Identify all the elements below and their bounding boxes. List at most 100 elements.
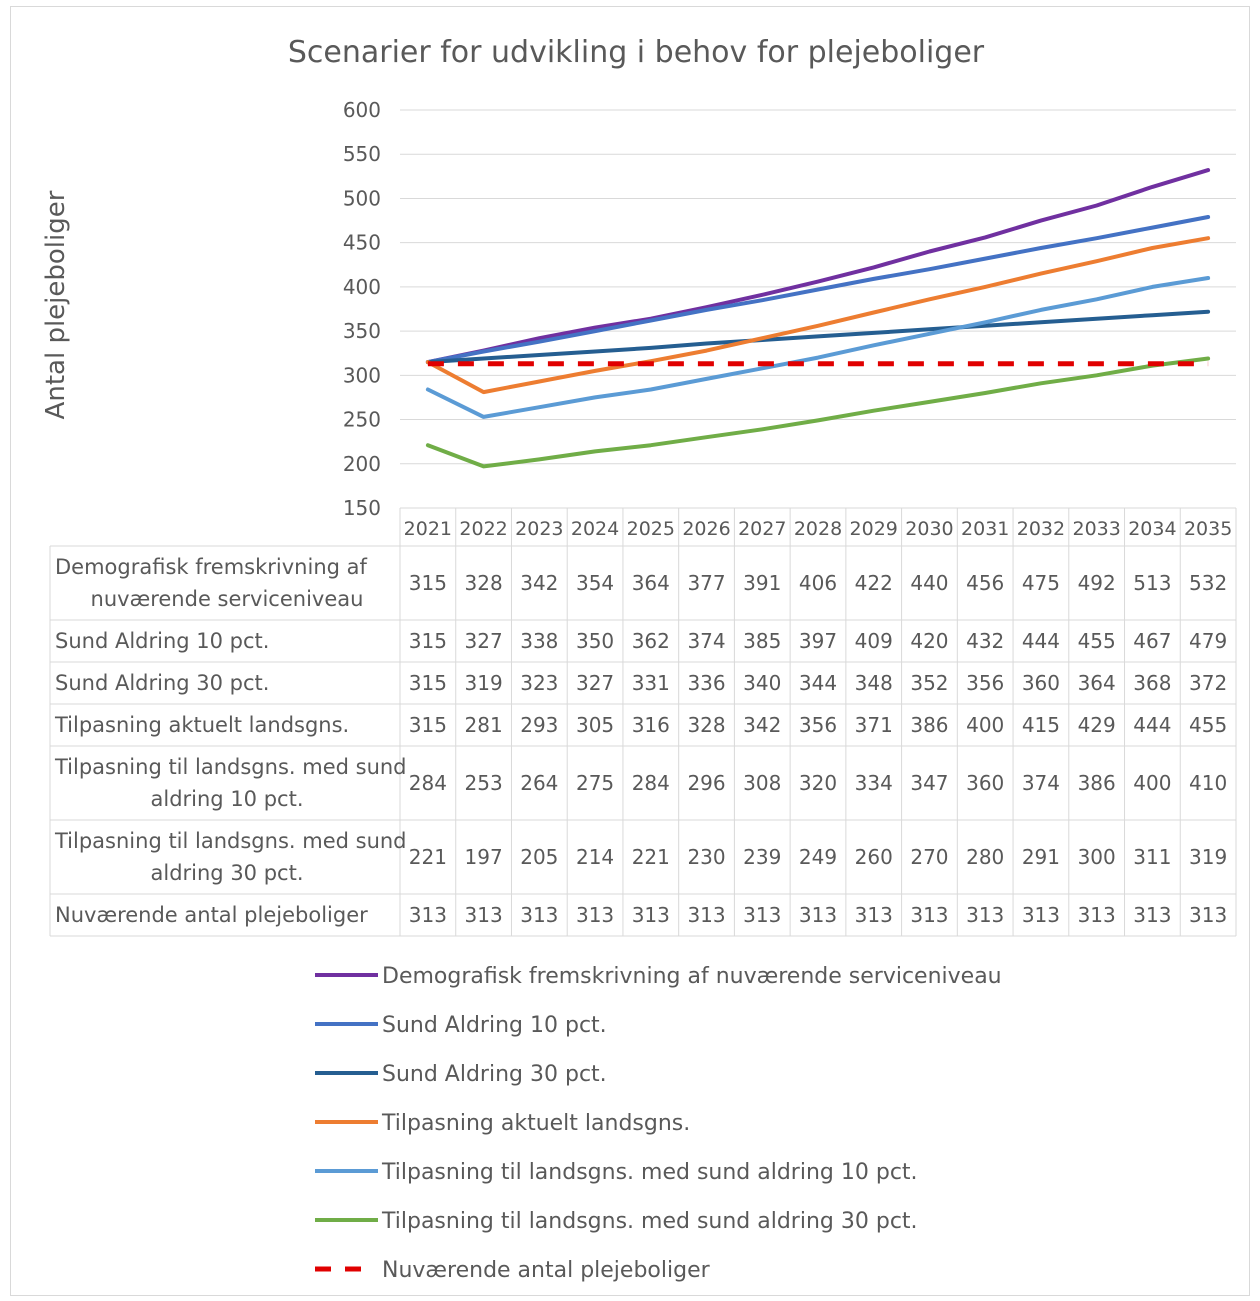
table-row-label: aldring 10 pct. [151, 787, 304, 811]
table-cell: 253 [465, 771, 503, 795]
table-cell: 327 [576, 671, 614, 695]
table-cell: 377 [687, 571, 725, 595]
data-table: 2021 2022 2023 2024 2025 2026 2027 2028 2029 2030… [49, 507, 1237, 937]
y-tick-label: 350 [343, 319, 381, 343]
table-row-label: aldring 30 pct. [151, 861, 304, 885]
table-cell: 313 [743, 903, 781, 927]
table-cell: 362 [632, 629, 670, 653]
x-tick-label: 2034 [1128, 518, 1176, 540]
table-cell: 313 [799, 903, 837, 927]
y-tick-label: 250 [343, 408, 381, 432]
table-cell: 360 [1022, 671, 1060, 695]
table-cell: 320 [799, 771, 837, 795]
legend-label: Nuværende antal plejeboliger [382, 1258, 711, 1283]
table-cell: 374 [1022, 771, 1060, 795]
legend-label: Tilpasning aktuelt landsgns. [381, 1111, 690, 1136]
table-cell: 197 [465, 845, 503, 869]
table-cell: 331 [632, 671, 670, 695]
table-row-label: Sund Aldring 30 pct. [55, 671, 269, 695]
y-tick-label: 150 [343, 496, 381, 520]
table-cell: 319 [465, 671, 503, 695]
table-cell: 313 [1078, 903, 1116, 927]
series-line-3 [425, 309, 1211, 365]
table-row-label: Tilpasning til landsgns. med sund [54, 755, 407, 779]
table-cell: 328 [465, 571, 503, 595]
x-tick-label: 2022 [459, 518, 507, 540]
series-line-6 [425, 356, 1211, 469]
legend-label: Tilpasning til landsgns. med sund aldrin… [381, 1209, 918, 1234]
table-cell: 315 [409, 571, 447, 595]
table-cell: 348 [855, 671, 893, 695]
table-cell: 440 [910, 571, 948, 595]
table-cell: 455 [1189, 713, 1227, 737]
table-cell: 420 [910, 629, 948, 653]
table-row-label: nuværende serviceniveau [91, 587, 364, 611]
series-line-2 [425, 215, 1211, 365]
table-cell: 270 [910, 845, 948, 869]
table-cell: 475 [1022, 571, 1060, 595]
table-cell: 415 [1022, 713, 1060, 737]
table-cell: 205 [520, 845, 558, 869]
x-tick-label: 2032 [1017, 518, 1065, 540]
table-cell: 467 [1133, 629, 1171, 653]
table-row-label: Demografisk fremskrivning af [55, 555, 368, 579]
x-tick-label: 2035 [1184, 518, 1232, 540]
table-cell: 230 [687, 845, 725, 869]
table-cell: 305 [576, 713, 614, 737]
table-cell: 221 [632, 845, 670, 869]
table-cell: 316 [632, 713, 670, 737]
legend-label: Tilpasning til landsgns. med sund aldrin… [381, 1160, 918, 1185]
table-cell: 313 [966, 903, 1004, 927]
x-tick-label: 2025 [627, 518, 675, 540]
table-cell: 334 [855, 771, 893, 795]
table-cell: 280 [966, 845, 1004, 869]
table-cell: 291 [1022, 845, 1060, 869]
table-cell: 385 [743, 629, 781, 653]
table-cell: 264 [520, 771, 558, 795]
table-cell: 221 [409, 845, 447, 869]
table-cell: 313 [1189, 903, 1227, 927]
table-cell: 400 [1133, 771, 1171, 795]
table-cell: 293 [520, 713, 558, 737]
series-line-4 [425, 236, 1211, 395]
table-cell: 386 [1078, 771, 1116, 795]
table-cell: 260 [855, 845, 893, 869]
table-cell: 352 [910, 671, 948, 695]
chart-title: Scenarier for udvikling i behov for plej… [288, 35, 985, 70]
y-tick-label: 600 [343, 98, 381, 122]
table-cell: 410 [1189, 771, 1227, 795]
table-cell: 371 [855, 713, 893, 737]
table-cell: 313 [855, 903, 893, 927]
table-cell: 364 [632, 571, 670, 595]
table-cell: 315 [409, 629, 447, 653]
table-cell: 342 [743, 713, 781, 737]
table-cell: 340 [743, 671, 781, 695]
y-tick-label: 500 [343, 186, 381, 210]
table-cell: 372 [1189, 671, 1227, 695]
table-cell: 356 [966, 671, 1004, 695]
table-cell: 313 [465, 903, 503, 927]
table-cell: 300 [1078, 845, 1116, 869]
table-cell: 313 [1133, 903, 1171, 927]
table-cell: 356 [799, 713, 837, 737]
table-cell: 328 [687, 713, 725, 737]
table-cell: 444 [1133, 713, 1171, 737]
x-tick-label: 2026 [682, 518, 730, 540]
table-cell: 409 [855, 629, 893, 653]
gridlines [400, 109, 1236, 465]
x-tick-label: 2023 [515, 518, 563, 540]
table-cell: 360 [966, 771, 1004, 795]
x-tick-label: 2029 [850, 518, 898, 540]
table-cell: 342 [520, 571, 558, 595]
table-cell: 338 [520, 629, 558, 653]
table-cell: 249 [799, 845, 837, 869]
table-cell: 432 [966, 629, 1004, 653]
x-tick-label: 2021 [404, 518, 452, 540]
table-cell: 313 [409, 903, 447, 927]
y-tick-label: 550 [343, 142, 381, 166]
table-cell: 311 [1133, 845, 1171, 869]
table-cell: 374 [687, 629, 725, 653]
table-cell: 214 [576, 845, 614, 869]
legend: Demografisk fremskrivning af nuværende s… [315, 964, 1002, 1283]
